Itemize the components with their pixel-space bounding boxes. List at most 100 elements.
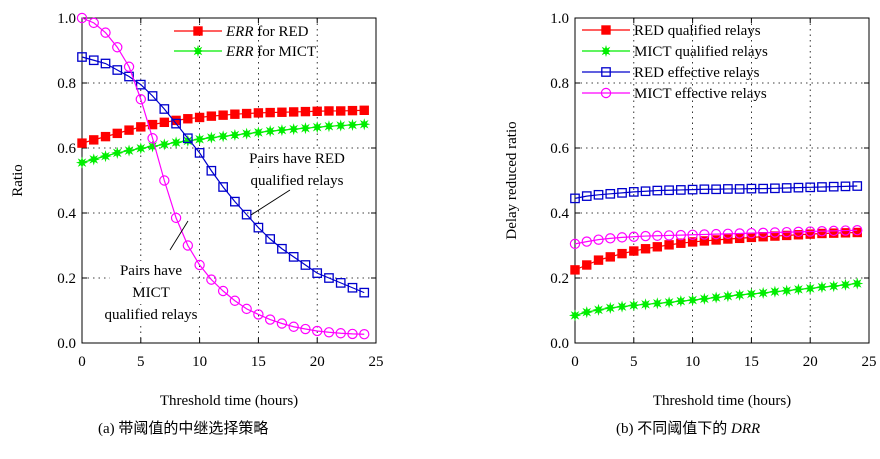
legend-marker bbox=[599, 44, 613, 58]
data-point bbox=[347, 282, 358, 293]
data-point bbox=[840, 225, 851, 236]
data-point bbox=[135, 79, 146, 90]
data-point bbox=[99, 150, 112, 163]
data-point bbox=[288, 107, 299, 117]
data-point bbox=[253, 222, 264, 233]
legend: RED qualified relays MICT qualified relay… bbox=[582, 23, 768, 102]
annotation-text: Pairs have bbox=[120, 263, 182, 279]
data-point bbox=[769, 227, 781, 238]
data-point bbox=[276, 318, 288, 329]
data-point bbox=[815, 281, 829, 294]
data-point bbox=[312, 325, 323, 337]
series-3 bbox=[569, 225, 863, 250]
x-tick-label: 5 bbox=[630, 354, 638, 370]
data-point bbox=[852, 227, 862, 238]
y-tick-label: 1.0 bbox=[550, 11, 569, 27]
data-point bbox=[347, 105, 358, 116]
annotation-text: MICT bbox=[132, 285, 170, 301]
data-point bbox=[768, 285, 781, 298]
data-point bbox=[100, 58, 111, 69]
data-point bbox=[628, 231, 640, 242]
y-tick-label: 0.8 bbox=[57, 76, 76, 92]
x-tick-label: 25 bbox=[369, 354, 384, 370]
annotation-pointer bbox=[250, 189, 291, 216]
data-point bbox=[229, 295, 241, 306]
series-0 bbox=[570, 227, 862, 275]
data-point bbox=[134, 142, 147, 155]
data-point bbox=[675, 185, 686, 195]
x-axis-label: Threshold time (hours) bbox=[160, 393, 298, 409]
data-point bbox=[781, 230, 792, 241]
data-point bbox=[181, 134, 194, 147]
data-point bbox=[324, 106, 334, 116]
data-point bbox=[275, 124, 288, 137]
plot-frame bbox=[81, 17, 377, 344]
data-point bbox=[570, 193, 580, 204]
data-point bbox=[687, 229, 698, 240]
data-point bbox=[676, 238, 686, 248]
data-point bbox=[640, 186, 651, 197]
legend-label-italic: ERR bbox=[225, 44, 254, 60]
data-point bbox=[652, 230, 663, 241]
data-point bbox=[734, 184, 745, 194]
data-point bbox=[334, 119, 347, 132]
y-axis-label: Delay reduced ratio bbox=[504, 121, 520, 239]
chart-b: 0 5 10 15 20 25 0.0 0.2 0.4 0.6 0.8 1.0 Threshold ti… bbox=[504, 11, 877, 437]
y-tick-label: 1.0 bbox=[57, 11, 76, 27]
data-point bbox=[652, 242, 663, 252]
data-point bbox=[347, 328, 358, 340]
data-point bbox=[194, 148, 205, 158]
data-point bbox=[568, 309, 582, 322]
data-point bbox=[663, 230, 675, 241]
data-point bbox=[359, 329, 370, 340]
data-point bbox=[230, 109, 240, 119]
annotation-text: qualified relays bbox=[105, 307, 198, 323]
data-point bbox=[217, 130, 230, 143]
data-point bbox=[757, 227, 769, 239]
legend-marker bbox=[193, 26, 203, 36]
data-point bbox=[781, 183, 792, 193]
data-point bbox=[805, 226, 816, 237]
y-tick-label: 0.4 bbox=[57, 206, 76, 222]
data-point bbox=[582, 260, 592, 270]
data-point bbox=[851, 277, 864, 290]
data-point bbox=[241, 108, 252, 119]
data-point bbox=[159, 117, 170, 128]
series-line bbox=[574, 185, 858, 199]
data-point bbox=[253, 309, 264, 320]
data-point bbox=[745, 287, 758, 300]
legend-label-italic: ERR bbox=[225, 24, 254, 40]
data-point bbox=[758, 183, 769, 194]
data-point bbox=[816, 225, 828, 237]
legend-label-rest: for RED bbox=[254, 24, 309, 40]
data-point bbox=[359, 105, 369, 115]
series-1 bbox=[75, 118, 371, 169]
data-point bbox=[358, 118, 371, 131]
data-point bbox=[605, 252, 615, 262]
annotation-pointer bbox=[169, 220, 189, 251]
data-point bbox=[100, 27, 111, 38]
data-point bbox=[170, 212, 182, 224]
data-point bbox=[593, 189, 604, 200]
data-point bbox=[757, 286, 770, 300]
data-point bbox=[346, 118, 359, 131]
y-axis-label: Ratio bbox=[10, 164, 26, 197]
data-point bbox=[112, 128, 122, 139]
y-tick-label: 0.2 bbox=[57, 271, 76, 287]
data-point bbox=[265, 107, 275, 118]
data-point bbox=[183, 114, 193, 124]
data-point bbox=[651, 297, 664, 310]
data-point bbox=[253, 108, 264, 118]
data-point bbox=[158, 138, 171, 151]
data-point bbox=[699, 229, 710, 240]
data-point bbox=[265, 234, 276, 244]
data-point bbox=[627, 299, 640, 312]
data-point bbox=[88, 17, 99, 29]
x-tick-label: 10 bbox=[685, 354, 700, 370]
data-point bbox=[135, 94, 146, 105]
data-point bbox=[723, 184, 733, 194]
annotation: Pairs have MICT qualified relays bbox=[85, 220, 217, 323]
data-point bbox=[323, 327, 335, 338]
